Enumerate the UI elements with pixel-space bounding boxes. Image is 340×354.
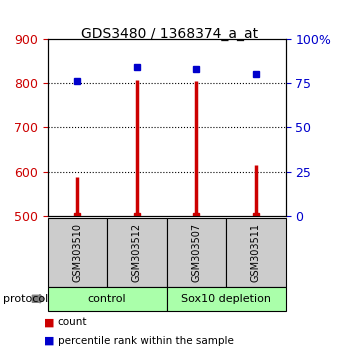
Text: GSM303512: GSM303512 (132, 223, 142, 282)
Text: GSM303511: GSM303511 (251, 223, 261, 282)
Text: percentile rank within the sample: percentile rank within the sample (58, 336, 234, 346)
Text: GSM303510: GSM303510 (72, 223, 82, 282)
Text: control: control (88, 294, 126, 304)
Text: ■: ■ (44, 317, 55, 327)
Text: ■: ■ (44, 336, 55, 346)
Text: GDS3480 / 1368374_a_at: GDS3480 / 1368374_a_at (82, 27, 258, 41)
Text: count: count (58, 317, 87, 327)
Text: Sox10 depletion: Sox10 depletion (181, 294, 271, 304)
Text: GSM303507: GSM303507 (191, 223, 201, 282)
Text: protocol: protocol (3, 294, 49, 304)
